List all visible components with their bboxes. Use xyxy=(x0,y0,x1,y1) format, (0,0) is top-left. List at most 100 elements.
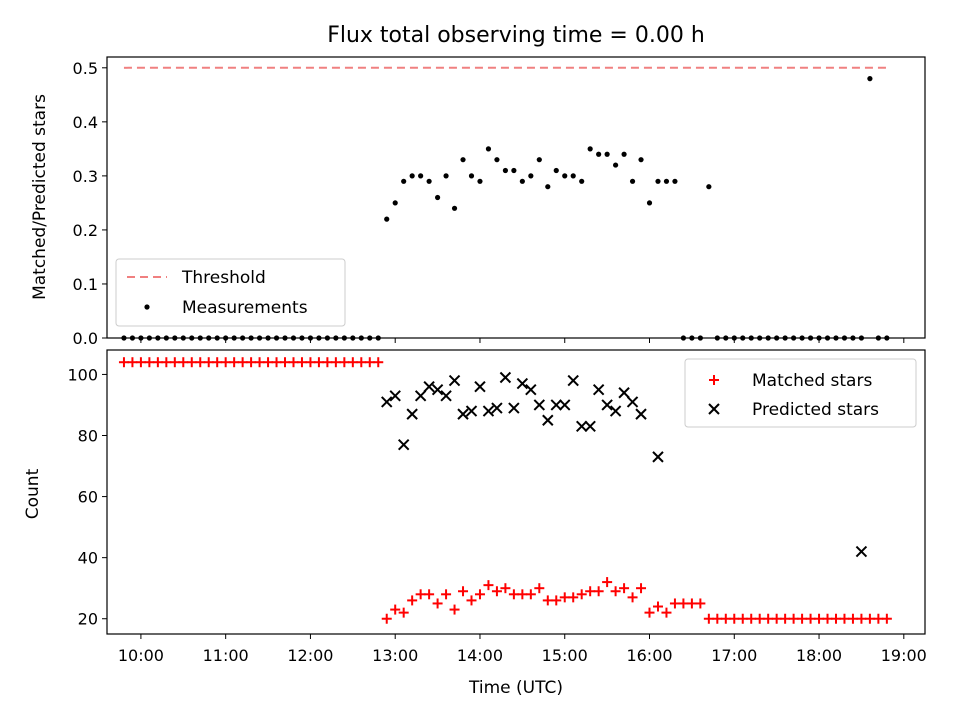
matched-star-point xyxy=(415,589,426,600)
matched-star-point xyxy=(525,589,536,600)
predicted-star-point xyxy=(457,408,469,420)
matched-star-point xyxy=(254,357,265,368)
predicted-star-point xyxy=(491,402,503,414)
measurement-point xyxy=(426,178,432,184)
matched-star-point xyxy=(398,607,409,618)
matched-star-point xyxy=(127,357,138,368)
matched-star-point xyxy=(356,357,367,368)
measurement-point xyxy=(477,178,483,184)
measurement-point xyxy=(562,173,568,179)
matched-star-point xyxy=(118,357,129,368)
matched-star-point xyxy=(178,357,189,368)
measurement-point xyxy=(460,157,466,163)
predicted-star-point xyxy=(609,405,622,417)
matched-star-point xyxy=(280,357,291,368)
matched-star-point xyxy=(483,580,494,591)
x-axis-label: Time (UTC) xyxy=(468,678,563,698)
predicted-star-point xyxy=(397,438,410,451)
bottom-x-tick-label: 17:00 xyxy=(711,646,757,665)
measurement-point xyxy=(867,76,873,82)
predicted-star-point xyxy=(567,374,579,387)
predicted-star-point xyxy=(474,380,486,393)
top-y-tick-label: 0.5 xyxy=(73,59,98,78)
measurement-point xyxy=(638,157,644,163)
matched-star-point xyxy=(449,604,460,615)
predicted-star-point xyxy=(508,402,520,414)
predicted-star-point xyxy=(406,408,418,420)
measurement-point xyxy=(536,157,542,163)
matched-star-point xyxy=(551,595,562,606)
matched-star-point xyxy=(695,598,706,609)
matched-star-point xyxy=(780,613,791,624)
matched-star-point xyxy=(678,598,689,609)
measurement-point xyxy=(596,151,602,157)
measurement-point xyxy=(511,167,517,174)
predicted-star-point xyxy=(465,405,478,417)
matched-star-point xyxy=(229,357,240,368)
matched-star-point xyxy=(636,583,647,594)
predicted-star-point xyxy=(448,374,461,387)
matched-star-point xyxy=(500,583,511,594)
measurement-point xyxy=(672,178,678,184)
matched-star-point xyxy=(610,586,621,597)
bottom-x-tick-label: 13:00 xyxy=(372,646,418,665)
matched-star-point xyxy=(263,357,274,368)
matched-star-point xyxy=(212,357,223,368)
measurement-point xyxy=(604,151,610,157)
bottom-x-tick-label: 15:00 xyxy=(542,646,588,665)
legend-matched-swatch xyxy=(709,375,719,385)
matched-star-point xyxy=(881,613,892,624)
matched-star-point xyxy=(771,613,782,624)
predicted-star-point xyxy=(533,399,546,411)
matched-star-point xyxy=(135,357,146,368)
measurement-point xyxy=(613,162,619,168)
bottom-plot-frame xyxy=(106,349,926,635)
matched-star-point xyxy=(737,613,748,624)
measurement-point xyxy=(468,173,475,179)
matched-star-point xyxy=(602,577,613,588)
top-y-tick-label: 0.3 xyxy=(73,167,98,186)
matched-star-point xyxy=(432,598,443,609)
matched-star-point xyxy=(746,613,757,624)
top-y-tick-label: 0.0 xyxy=(73,329,98,348)
matched-star-point xyxy=(220,357,231,368)
matched-star-point xyxy=(246,357,257,368)
matched-star-point xyxy=(144,357,155,368)
matched-star-point xyxy=(364,357,375,368)
predicted-star-point xyxy=(652,451,664,463)
bottom-x-tick-label: 16:00 xyxy=(626,646,672,665)
legend-predicted-label: Predicted stars xyxy=(752,400,879,420)
legend-predicted-swatch xyxy=(708,403,720,415)
predicted-star-point xyxy=(389,390,401,402)
bottom-x-tick-label: 11:00 xyxy=(203,646,249,665)
matched-star-point xyxy=(237,357,248,368)
bottom-legend-box xyxy=(684,358,917,428)
matched-star-point xyxy=(712,613,723,624)
matched-star-point xyxy=(847,613,858,624)
top-legend-box xyxy=(115,258,346,327)
matched-star-point xyxy=(754,613,765,624)
matched-star-point xyxy=(627,592,638,603)
bottom-x-tick-label: 14:00 xyxy=(457,646,503,665)
predicted-star-point xyxy=(440,390,452,402)
measurement-point xyxy=(706,184,712,190)
matched-star-point xyxy=(729,613,740,624)
measurement-point xyxy=(494,157,500,163)
matched-star-point xyxy=(856,613,867,624)
matched-star-point xyxy=(864,613,875,624)
bottom-x-tick-label: 19:00 xyxy=(881,646,927,665)
top-y-tick-label: 0.4 xyxy=(73,113,98,132)
top-y-tick-label: 0.1 xyxy=(73,275,98,294)
matched-star-point xyxy=(559,592,570,603)
predicted-star-point xyxy=(542,414,554,426)
predicted-star-point xyxy=(618,387,630,399)
predicted-star-point xyxy=(525,383,537,396)
legend-measurements-swatch xyxy=(144,304,150,310)
matched-star-point xyxy=(839,613,850,624)
matched-star-point xyxy=(424,589,435,600)
predicted-star-point xyxy=(584,420,596,433)
legend-measurements-label: Measurements xyxy=(182,298,308,318)
predicted-star-point xyxy=(516,377,529,390)
measurement-point xyxy=(655,178,661,184)
measurement-point xyxy=(663,178,670,184)
